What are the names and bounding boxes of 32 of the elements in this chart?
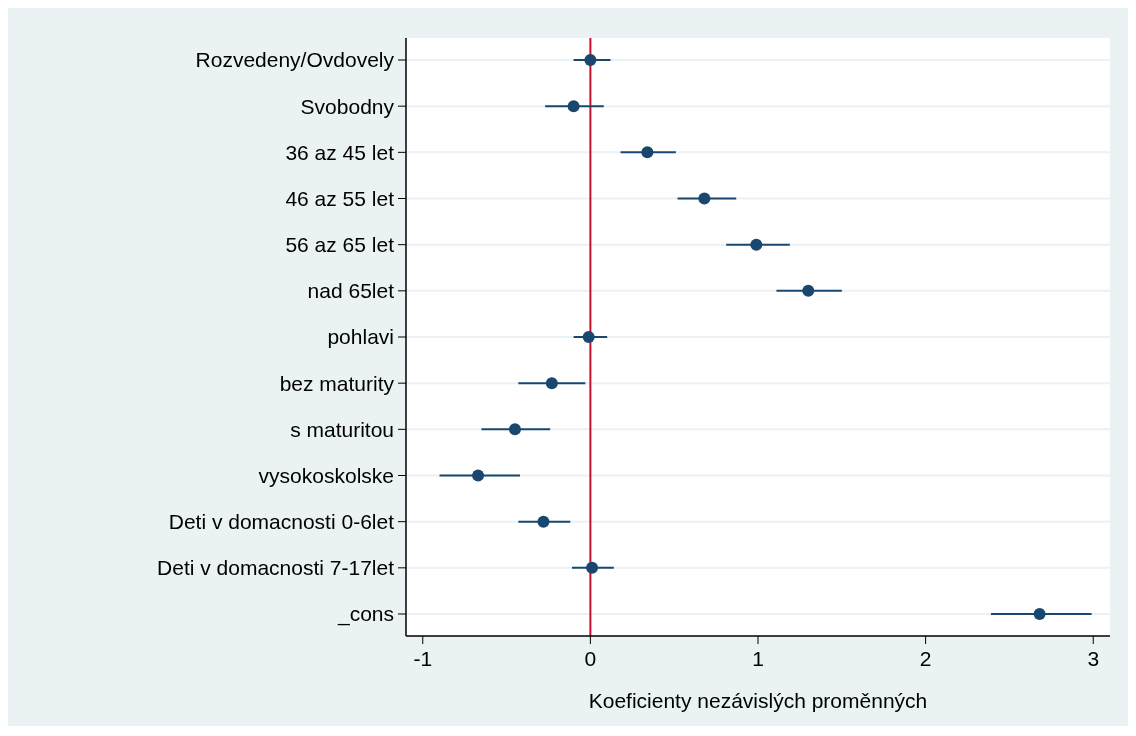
point bbox=[750, 238, 763, 251]
point bbox=[508, 423, 521, 436]
point bbox=[567, 100, 580, 113]
point bbox=[545, 377, 558, 390]
y-tick-label: Deti v domacnosti 0-6let bbox=[168, 510, 395, 534]
point bbox=[1033, 608, 1046, 620]
x-tick-label: -1 bbox=[413, 647, 433, 670]
y-tick-label: Deti v domacnosti 7-17let bbox=[157, 556, 395, 580]
y-tick-label: nad 65let bbox=[307, 279, 395, 303]
y-tick-label: pohlavi bbox=[327, 325, 394, 349]
x-axis-title: Koeficienty nezávislých proměnných bbox=[588, 689, 928, 712]
y-tick-label: 56 az 65 let bbox=[285, 233, 395, 257]
y-tick-label: Rozvedeny/Ovdovely bbox=[195, 48, 395, 72]
x-tick-label: 3 bbox=[1087, 647, 1100, 670]
y-tick-label: 36 az 45 let bbox=[285, 140, 395, 164]
point bbox=[698, 192, 711, 205]
y-tick-label: _cons bbox=[336, 602, 394, 627]
y-tick-label: vysokoskolske bbox=[258, 463, 394, 487]
point bbox=[537, 515, 550, 528]
y-tick-label: bez maturity bbox=[279, 371, 395, 395]
x-tick-label: 0 bbox=[584, 647, 597, 670]
point bbox=[584, 54, 597, 66]
y-tick-label: 46 az 55 let bbox=[285, 186, 395, 210]
x-tick-label: 1 bbox=[752, 647, 764, 670]
point bbox=[472, 469, 485, 482]
x-tick-label: 2 bbox=[919, 647, 932, 670]
point bbox=[641, 146, 654, 159]
y-tick-label: s maturitou bbox=[290, 417, 394, 441]
y-tick-label: Svobodny bbox=[300, 94, 395, 118]
point bbox=[802, 284, 815, 297]
point bbox=[586, 561, 599, 574]
point bbox=[582, 331, 595, 343]
